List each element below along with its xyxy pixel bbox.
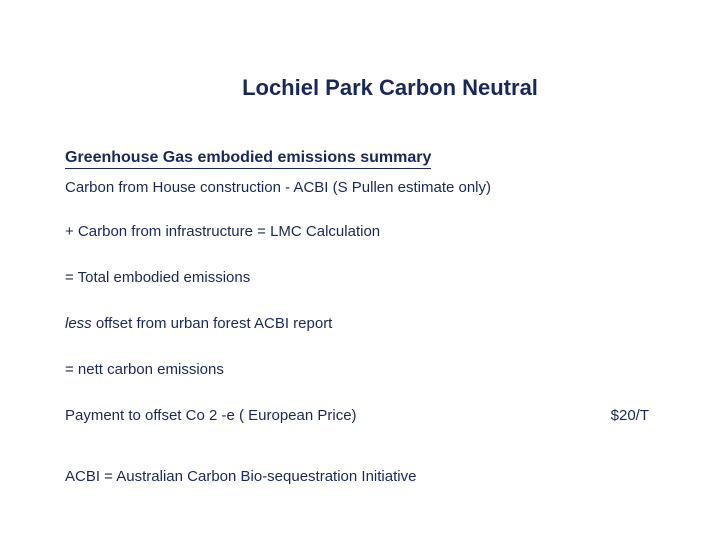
line-carbon-house: Carbon from House construction - ACBI (S… <box>65 179 655 197</box>
less-rest: offset from urban forest ACBI report <box>92 315 333 332</box>
line-carbon-infra: + Carbon from infrastructure = LMC Calcu… <box>65 223 655 241</box>
payment-row: Payment to offset Co 2 -e ( European Pri… <box>65 407 655 424</box>
line-nett: = nett carbon emissions <box>65 361 655 379</box>
subtitle: Greenhouse Gas embodied emissions summar… <box>65 149 431 169</box>
slide-title: Lochiel Park Carbon Neutral <box>65 75 655 101</box>
payment-value: $20/T <box>611 407 655 424</box>
less-word: less <box>65 315 92 332</box>
subtitle-row: Greenhouse Gas embodied emissions summar… <box>65 149 655 173</box>
footnote: ACBI = Australian Carbon Bio-sequestrati… <box>65 468 655 485</box>
line-less-offset: less offset from urban forest ACBI repor… <box>65 315 655 333</box>
payment-label: Payment to offset Co 2 -e ( European Pri… <box>65 407 357 424</box>
line-total-embodied: = Total embodied emissions <box>65 269 655 287</box>
slide-container: Lochiel Park Carbon Neutral Greenhouse G… <box>0 0 720 540</box>
